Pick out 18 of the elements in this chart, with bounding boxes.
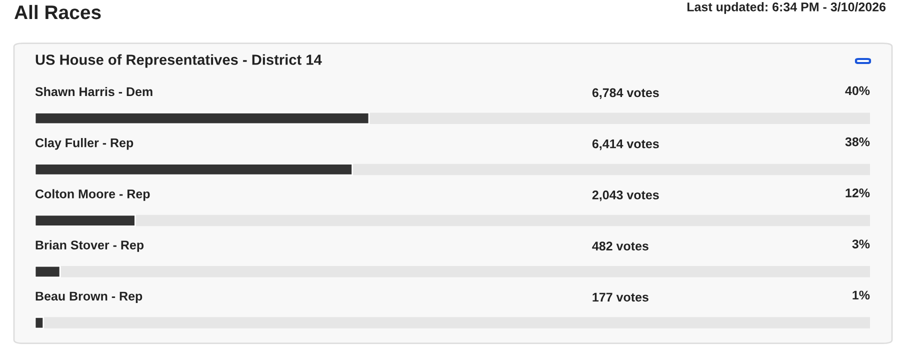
- annotation: 6,784 votes: [592, 88, 659, 99]
- chart-subtitle: US House of Representatives - District 14: [36, 54, 322, 68]
- data-label: 1%: [852, 290, 870, 300]
- y-tick-label: Colton Moore - Rep: [36, 189, 150, 201]
- annotation: 177 votes: [592, 292, 648, 302]
- annotation: 2,043 votes: [592, 190, 659, 202]
- data-label: 38%: [845, 137, 870, 146]
- data-label: 40%: [845, 86, 870, 96]
- y-tick-label: Beau Brown - Rep: [36, 292, 142, 304]
- y-tick-label: Brian Stover - Rep: [36, 240, 144, 252]
- text: Last updated: 6:34 PM - 3/10/2026: [687, 2, 886, 14]
- chart-title: All Races: [14, 4, 101, 20]
- annotation: 6,414 votes: [592, 139, 659, 150]
- annotation: 482 votes: [592, 242, 648, 250]
- y-tick-label: Clay Fuller - Rep: [36, 138, 134, 150]
- y-tick-label: Shawn Harris - Dem: [35, 86, 152, 96]
- data-label: 3%: [852, 240, 870, 248]
- data-label: 12%: [846, 188, 870, 198]
